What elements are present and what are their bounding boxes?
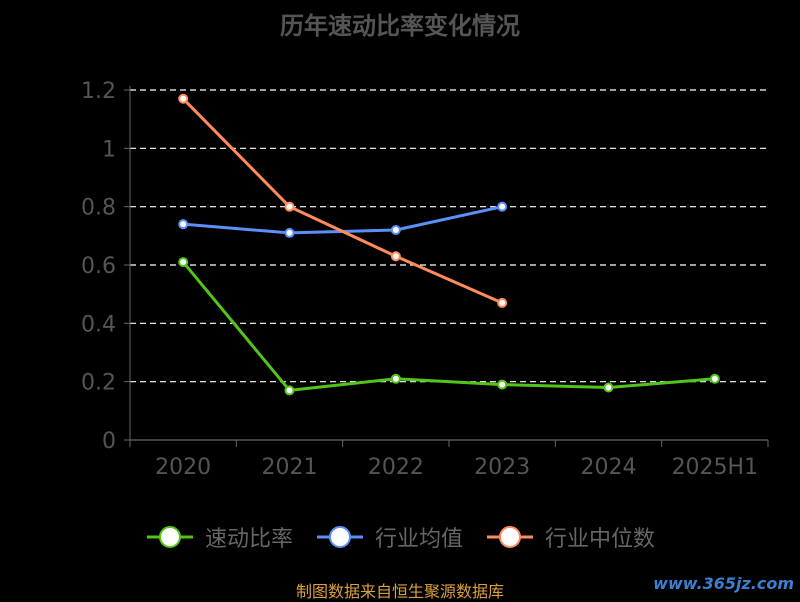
data-point[interactable] — [497, 201, 508, 212]
legend-marker-icon — [487, 526, 533, 548]
watermark: www.365jz.com — [653, 574, 794, 593]
data-point[interactable] — [284, 201, 295, 212]
y-tick-label: 0 — [102, 429, 116, 454]
legend-marker-icon — [146, 526, 193, 548]
series-line-0 — [182, 261, 715, 392]
chart-title: 历年速动比率变化情况 — [280, 12, 520, 40]
legend-label: 行业中位数 — [545, 527, 656, 552]
grid-lines — [130, 89, 768, 383]
data-point[interactable] — [178, 257, 189, 268]
axes: 0 0.2 0.4 0.6 0.8 1 1.2 2020 2021 2022 2023 2024 202… — [81, 79, 769, 480]
y-tick-label: 1.2 — [81, 79, 116, 104]
y-tick-label: 0.8 — [81, 196, 116, 221]
data-point[interactable] — [497, 297, 508, 308]
data-source-note: 制图数据来自恒生聚源数据库 — [295, 582, 504, 601]
x-tick-label: 2024 — [581, 455, 637, 480]
x-tick-label: 2023 — [474, 455, 530, 480]
legend-marker-icon — [316, 526, 363, 548]
data-point[interactable] — [390, 373, 401, 384]
y-tick-label: 0.6 — [81, 254, 116, 279]
data-point[interactable] — [284, 385, 295, 396]
data-point[interactable] — [497, 379, 508, 390]
series-lines — [178, 93, 720, 396]
legend-label: 行业均值 — [374, 527, 463, 552]
data-point[interactable] — [390, 251, 401, 262]
data-point[interactable] — [603, 382, 614, 393]
x-tick-label: 2020 — [155, 455, 211, 480]
legend-item-0[interactable]: 速动比率 — [145, 521, 293, 553]
legend: 速动比率 行业均值 行业中位数 — [0, 520, 800, 554]
data-point[interactable] — [709, 373, 720, 384]
legend-label: 速动比率 — [204, 527, 293, 552]
x-tick-label: 2025H1 — [672, 455, 759, 480]
data-point[interactable] — [178, 219, 189, 230]
x-tick-label: 2022 — [368, 455, 424, 480]
series-line-2 — [182, 97, 503, 305]
data-point[interactable] — [284, 227, 295, 238]
y-tick-label: 0.4 — [81, 312, 116, 337]
x-tick-label: 2021 — [262, 455, 318, 480]
series-line-1 — [183, 205, 503, 235]
y-tick-label: 0.2 — [81, 371, 116, 396]
legend-item-2[interactable]: 行业中位数 — [485, 521, 655, 553]
y-tick-label: 1 — [102, 137, 116, 162]
data-point[interactable] — [390, 225, 401, 235]
legend-item-1[interactable]: 行业均值 — [315, 521, 463, 553]
data-point[interactable] — [178, 93, 189, 104]
